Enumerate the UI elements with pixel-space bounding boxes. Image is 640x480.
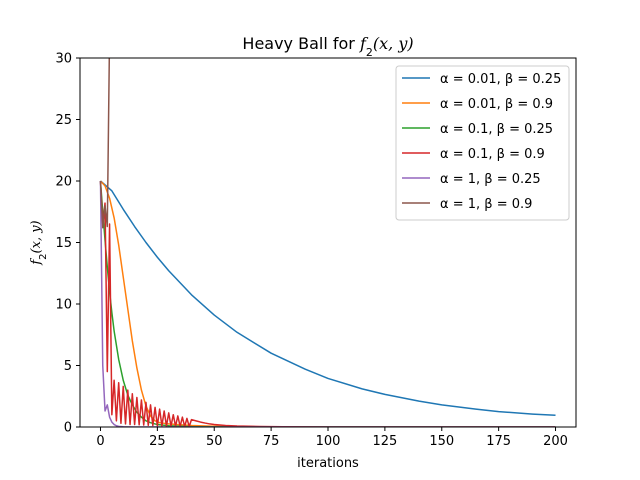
y-tick-label: 30: [55, 52, 72, 67]
x-tick-label: 150: [429, 434, 454, 449]
x-tick-label: 75: [263, 434, 280, 449]
y-tick-label: 20: [55, 175, 72, 190]
y-tick-label: 10: [55, 298, 72, 313]
x-axis-title: iterations: [297, 456, 359, 471]
x-tick-label: 125: [372, 434, 397, 449]
x-axis: 0 25 50 75 100 125 150 175 200: [96, 427, 568, 449]
legend-label: α = 0.01, β = 0.9: [440, 97, 553, 112]
x-tick-label: 0: [96, 434, 104, 449]
series-layer: [99, 58, 556, 427]
series-line-4: [99, 180, 556, 427]
x-tick-label: 25: [149, 434, 166, 449]
y-tick-label: 25: [55, 113, 72, 128]
x-tick-label: 100: [316, 434, 341, 449]
y-axis-title: f2(x, y): [29, 220, 49, 265]
legend-label: α = 0.1, β = 0.9: [440, 147, 545, 162]
legend-label: α = 1, β = 0.9: [440, 197, 532, 212]
x-tick-label: 50: [206, 434, 223, 449]
legend-box: [395, 65, 570, 221]
y-tick-label: 15: [55, 236, 72, 251]
y-tick-label: 0: [64, 421, 72, 436]
legend: α = 0.01, β = 0.25 α = 0.01, β = 0.9 α = 0…: [395, 65, 570, 221]
chart-title: Heavy Ball for f2(x, y): [242, 34, 413, 59]
series-line-6: [99, 58, 111, 229]
legend-label: α = 0.1, β = 0.25: [440, 122, 553, 137]
y-tick-label: 5: [64, 359, 72, 374]
y-axis: 0 5 10 15 20 25 30: [55, 52, 80, 436]
legend-label: α = 1, β = 0.25: [440, 172, 541, 187]
series-line-1: [99, 180, 556, 417]
legend-label: α = 0.01, β = 0.25: [440, 72, 561, 87]
series-line-5: [99, 180, 556, 427]
x-tick-label: 175: [486, 434, 511, 449]
x-tick-label: 200: [543, 434, 568, 449]
